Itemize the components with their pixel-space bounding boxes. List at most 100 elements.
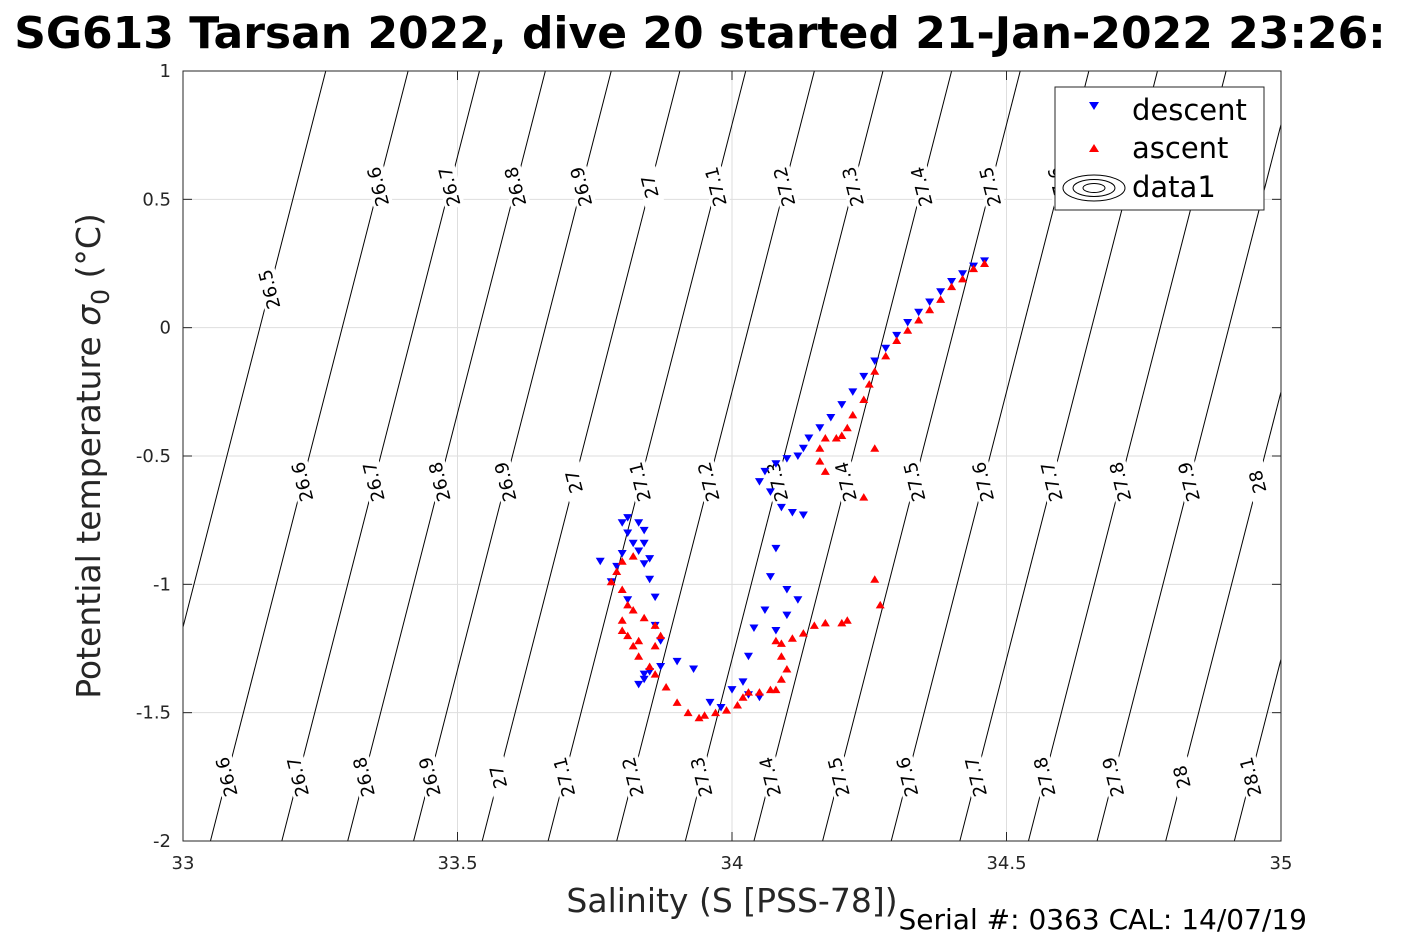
ascent-point — [914, 315, 924, 324]
y-axis-label: Potential temperature σ0 (°C) — [69, 213, 115, 699]
descent-point — [612, 562, 622, 571]
ascent-point — [875, 600, 885, 609]
isopycnal-label-bg — [1235, 753, 1266, 801]
isopycnal-label-bg — [838, 162, 869, 211]
series-ascent — [606, 259, 990, 722]
descent-point — [634, 680, 644, 689]
descent-point — [639, 675, 649, 684]
ascent-point — [738, 693, 748, 701]
ascent-point — [809, 621, 819, 629]
ascent-point — [661, 683, 671, 691]
y-axis-label-sub: 0 — [86, 289, 115, 305]
chart-title: SG613 Tarsan 2022, dive 20 started 21-Ja… — [14, 8, 1386, 59]
ascent-point — [722, 706, 732, 714]
legend-data1-label: data1 — [1132, 170, 1216, 204]
descent-point — [617, 550, 627, 558]
ascent-point — [870, 367, 880, 375]
ascent-point — [628, 641, 638, 650]
ascent-point — [820, 434, 830, 442]
descent-point — [798, 444, 808, 453]
descent-point — [925, 298, 935, 306]
descent-point — [958, 270, 968, 278]
ascent-point — [870, 444, 880, 452]
y-axis-label-unit: (°C) — [69, 213, 108, 289]
descent-point — [793, 596, 803, 604]
ascent-point — [700, 711, 710, 719]
isopycnal-line — [547, 71, 747, 841]
isopycnal-label-bg — [414, 753, 446, 801]
ascent-point — [628, 552, 638, 560]
ascent-point — [743, 688, 753, 696]
descent-point — [765, 573, 775, 581]
isopycnal-line — [1233, 657, 1281, 841]
y-tick-label: 0 — [160, 318, 171, 339]
y-tick-label: -0.5 — [136, 446, 171, 467]
descent-point — [760, 606, 770, 614]
isopycnal-label-bg — [1174, 457, 1205, 506]
footer-serial-cal: Serial #: 0363 CAL: 14/07/19 — [899, 903, 1307, 936]
isopycnal-label-bg — [1036, 457, 1068, 506]
ascent-point — [623, 600, 633, 609]
isopycnal-label-bg — [1167, 753, 1198, 801]
isopycnal-label-bg — [1105, 457, 1136, 506]
y-tick-label: 0.5 — [142, 189, 171, 210]
isopycnal-label-bg — [254, 265, 285, 313]
ascent-point — [628, 606, 638, 614]
isopycnal-label-bg — [823, 753, 855, 801]
ascent-point — [776, 652, 786, 660]
descent-point — [760, 467, 770, 476]
isopycnal-label-bg — [899, 457, 930, 506]
descent-point — [826, 414, 836, 422]
descent-point — [771, 627, 781, 635]
ascent-point — [623, 631, 633, 640]
descent-point — [754, 693, 764, 702]
descent-point — [672, 657, 682, 666]
ascent-point — [798, 629, 808, 637]
x-axis-label: Salinity (S [PSS-78]) — [566, 881, 897, 920]
ascent-point — [936, 295, 946, 303]
isopycnal-line — [209, 71, 409, 841]
ascent-point — [612, 567, 622, 575]
isopycnal-label-bg — [755, 753, 786, 801]
ascent-point — [864, 380, 874, 388]
ascent-point — [903, 326, 913, 334]
isopycnal-label-bg — [700, 162, 732, 211]
legend-descent-marker — [1089, 102, 1099, 110]
isopycnal-label-bg — [769, 162, 800, 211]
isopycnal-label-bg — [434, 162, 465, 211]
isopycnal-label-bg — [566, 162, 597, 211]
ascent-point — [650, 670, 660, 678]
isopycnal-label-bg — [424, 457, 456, 506]
ascent-point — [925, 305, 935, 314]
x-tick-label: 34.5 — [986, 853, 1026, 874]
ascent-point — [650, 621, 660, 629]
isopycnal-line — [1165, 389, 1281, 841]
descent-point — [628, 539, 638, 548]
ascent-point — [842, 423, 852, 432]
descent-point — [639, 560, 649, 568]
isopycnal-line — [281, 71, 480, 841]
descent-point — [623, 596, 633, 604]
ascent-point — [754, 688, 764, 696]
ascent-point — [634, 652, 644, 660]
isopycnal-line — [753, 71, 953, 841]
ascent-point — [617, 585, 627, 593]
descent-point — [870, 357, 880, 366]
descent-point — [650, 593, 660, 602]
descent-point — [623, 514, 633, 522]
isopycnal-line — [822, 71, 1021, 841]
descent-point — [765, 488, 775, 496]
descent-point — [837, 401, 847, 409]
isopycnal-line — [183, 71, 327, 630]
descent-point — [639, 539, 649, 548]
descent-point — [754, 478, 764, 486]
ascent-point — [881, 351, 891, 360]
descent-point — [689, 665, 699, 674]
isopycnal-line — [413, 71, 612, 841]
y-tick-label: 1 — [160, 61, 171, 82]
y-axis-label-greek: σ — [69, 304, 108, 326]
isopycnal-label-bg — [693, 457, 725, 506]
ascent-point — [782, 665, 792, 673]
ascent-point — [870, 575, 880, 583]
